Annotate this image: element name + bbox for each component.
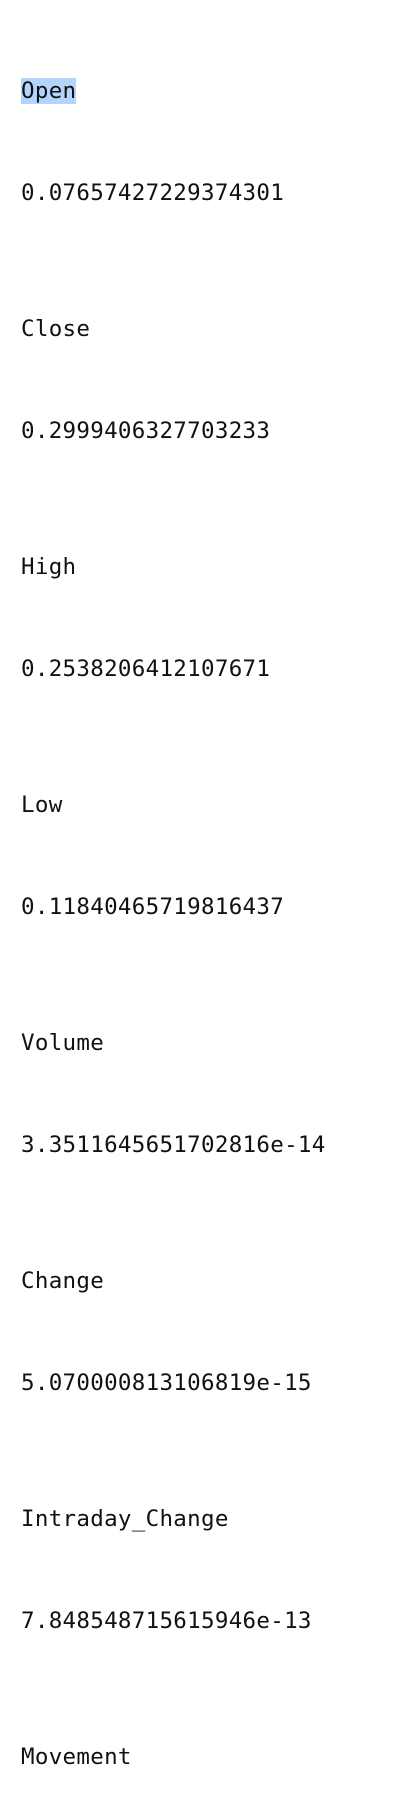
feature-name: Intraday_Change: [21, 1506, 229, 1532]
feature-value: 0.11840465719816437: [21, 894, 285, 920]
feature-value: 0.07657427229374301: [21, 180, 285, 206]
feature-name: Volume: [21, 1030, 105, 1056]
selected-text[interactable]: Open: [21, 78, 77, 104]
feature-value: 7.848548715615946e-13: [21, 1608, 312, 1634]
feature-value: 0.2538206412107671: [21, 656, 271, 682]
feature-name: Movement: [21, 1744, 132, 1770]
console-output: Open 0.07657427229374301 Close 0.2999406…: [21, 6, 326, 1796]
feature-name: Close: [21, 316, 91, 342]
feature-value: 0.2999406327703233: [21, 418, 271, 444]
feature-name[interactable]: Open: [21, 74, 326, 108]
feature-name: High: [21, 554, 77, 580]
feature-value: 3.3511645651702816e-14: [21, 1132, 326, 1158]
feature-value: 5.070000813106819e-15: [21, 1370, 312, 1396]
feature-name: Low: [21, 792, 63, 818]
feature-name: Change: [21, 1268, 105, 1294]
